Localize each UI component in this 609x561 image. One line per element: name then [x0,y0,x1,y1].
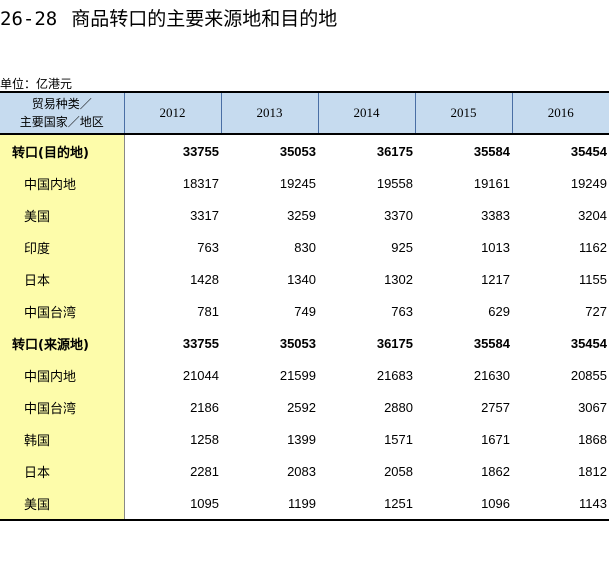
year-header: 2013 [220,91,318,135]
table-cell: 19249 [570,175,607,191]
table-cell: 1812 [578,463,607,479]
row-label: 转口(来源地) [0,327,125,359]
table-cell: 1162 [579,239,607,255]
table-cell: 1095 [124,487,221,521]
year-header: 2016 [511,91,609,135]
table-cell: 33755 [182,143,219,159]
table-row: 美国 3317 3259 3370 3383 3204 [0,199,609,231]
table-cell: 2186 [190,399,219,415]
year-header: 2015 [414,91,512,135]
table-cell: 3370 [384,207,413,223]
table-cell: 1671 [481,431,510,447]
table-cell: 1399 [287,431,316,447]
table-cell: 1217 [481,271,510,287]
table-row: 转口(目的地) 33755 35053 36175 35584 35454 [0,134,609,167]
table-cell: 18317 [182,175,219,191]
header-label-line2: 主要国家／地区 [19,115,104,129]
table-cell: 19558 [376,175,413,191]
table-cell: 2880 [384,399,413,415]
table-cell: 3317 [190,207,219,223]
table-row: 中国内地 21044 21599 21683 21630 20855 [0,359,609,391]
row-label: 中国内地 [0,167,125,199]
table-cell: 36175 [376,143,413,159]
table-cell: 2592 [287,399,316,415]
row-label: 美国 [0,487,125,521]
table-cell: 35053 [279,143,316,159]
table-row: 韩国 1258 1399 1571 1671 1868 [0,423,609,455]
table-cell: 33755 [182,335,219,351]
table-row: 日本 2281 2083 2058 1862 1812 [0,455,609,487]
table-cell: 1302 [384,271,413,287]
data-table: 贸易种类／ 主要国家／地区 2012 2013 2014 2015 2016 转… [0,91,609,521]
table-cell: 35053 [279,335,316,351]
table-cell: 1862 [481,463,510,479]
table-row: 中国台湾 781 749 763 629 727 [0,295,609,327]
table-row: 日本 1428 1340 1302 1217 1155 [0,263,609,295]
table-row: 转口(来源地) 33755 35053 36175 35584 35454 [0,327,609,359]
table-cell: 749 [294,303,316,319]
table-title: 商品转口的主要来源地和目的地 [71,8,338,30]
table-number: 26-28 [0,8,58,30]
table-cell: 1155 [579,271,607,287]
table-cell: 21683 [376,367,413,383]
year-header: 2014 [317,91,415,135]
table-cell: 36175 [376,335,413,351]
unit-label: 单位：亿港元 [0,77,73,91]
table-cell: 21044 [182,367,219,383]
row-label: 日本 [0,263,125,295]
table-cell: 830 [294,239,316,255]
table-cell: 3067 [578,399,607,415]
row-label: 中国台湾 [0,295,125,327]
table-cell: 3259 [287,207,316,223]
table-cell: 20855 [570,367,607,383]
table-cell: 925 [391,239,413,255]
table-cell: 21599 [279,367,316,383]
table-cell: 1143 [512,487,609,521]
table-cell: 2083 [287,463,316,479]
table-cell: 1199 [221,487,318,521]
row-label: 韩国 [0,423,125,455]
table-cell: 1251 [318,487,415,521]
row-label: 美国 [0,199,125,231]
header-label-line1: 贸易种类／ [31,97,92,111]
table-cell: 763 [197,239,219,255]
table-cell: 2281 [190,463,219,479]
table-cell: 1428 [190,271,219,287]
header-label-cell: 贸易种类／ 主要国家／地区 [0,91,125,135]
table-cell: 1571 [384,431,413,447]
page-title: 26-28 商品转口的主要来源地和目的地 [0,4,337,31]
table-row: 美国 1095 1199 1251 1096 1143 [0,487,609,521]
year-header: 2012 [123,91,221,135]
table-cell: 19161 [473,175,510,191]
table-cell: 781 [197,303,219,319]
table-cell: 629 [488,303,510,319]
table-cell: 19245 [279,175,316,191]
table-row: 中国台湾 2186 2592 2880 2757 3067 [0,391,609,423]
table-cell: 35584 [473,335,510,351]
row-label: 日本 [0,455,125,487]
row-label: 印度 [0,231,125,263]
row-label: 中国台湾 [0,391,125,423]
table-cell: 1013 [481,239,510,255]
table-cell: 1258 [190,431,219,447]
table-cell: 3383 [481,207,510,223]
table-cell: 35454 [570,335,607,351]
header-row: 贸易种类／ 主要国家／地区 2012 2013 2014 2015 2016 [0,91,609,135]
table-cell: 2058 [384,463,413,479]
row-label: 转口(目的地) [0,134,125,167]
row-label: 中国内地 [0,359,125,391]
table-row: 中国内地 18317 19245 19558 19161 19249 [0,167,609,199]
table-cell: 763 [391,303,413,319]
table-cell: 1096 [415,487,512,521]
table-row: 印度 763 830 925 1013 1162 [0,231,609,263]
table-cell: 3204 [578,207,607,223]
table-cell: 21630 [473,367,510,383]
table-cell: 1340 [287,271,316,287]
table-cell: 2757 [481,399,510,415]
table-cell: 35454 [570,143,607,159]
table-cell: 35584 [473,143,510,159]
table-cell: 1868 [578,431,607,447]
table-cell: 727 [585,303,607,319]
